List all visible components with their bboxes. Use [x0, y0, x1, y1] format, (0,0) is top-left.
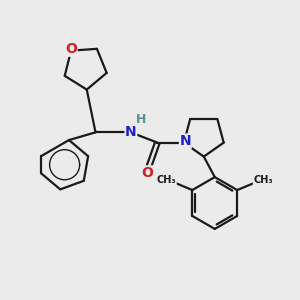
Text: H: H [136, 113, 146, 127]
Text: N: N [179, 134, 191, 148]
Text: O: O [65, 42, 77, 56]
Text: N: N [125, 125, 137, 139]
Text: CH₃: CH₃ [253, 175, 273, 185]
Text: CH₃: CH₃ [157, 175, 176, 185]
Text: O: O [141, 166, 153, 180]
